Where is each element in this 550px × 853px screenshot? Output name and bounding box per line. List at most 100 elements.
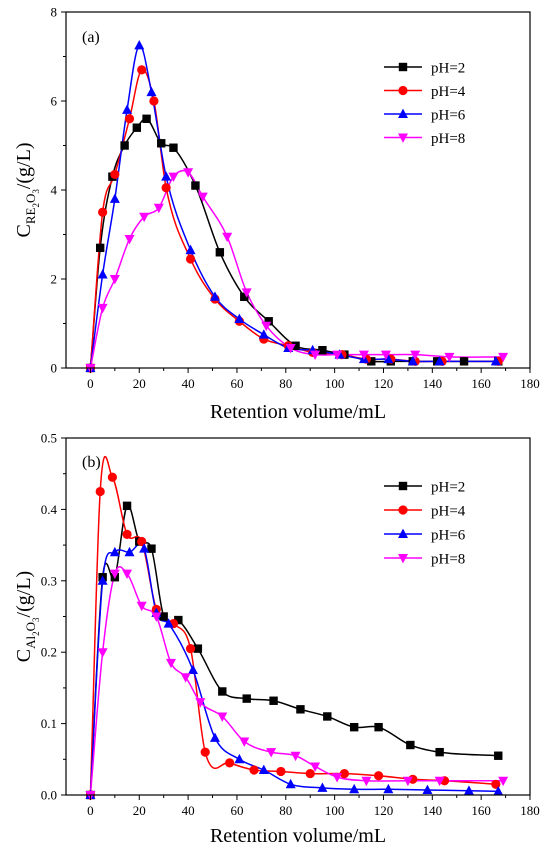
y-axis-label-part: 3 xyxy=(31,617,41,622)
data-point-pH6 xyxy=(234,753,245,764)
data-point-pH2 xyxy=(120,141,129,150)
x-tick-label: 40 xyxy=(182,376,195,391)
y-tick-label: 0.3 xyxy=(41,573,57,588)
legend-marker xyxy=(398,528,408,538)
data-point-pH8 xyxy=(239,737,250,747)
y-tick-label: 0.4 xyxy=(41,502,58,517)
data-point-pH4 xyxy=(122,529,132,539)
data-point-pH8 xyxy=(266,748,277,758)
data-point-pH2 xyxy=(435,747,444,757)
x-tick-label: 100 xyxy=(325,376,345,391)
data-point-pH2 xyxy=(132,123,142,132)
data-point-pH6 xyxy=(109,193,120,203)
legend-label: pH=4 xyxy=(431,504,466,520)
x-tick-label: 60 xyxy=(230,376,243,391)
legend-label: pH=8 xyxy=(431,552,465,568)
data-point-pH2 xyxy=(240,292,249,301)
data-point-pH4 xyxy=(225,758,235,768)
data-point-pH6 xyxy=(285,778,296,789)
data-point-pH6 xyxy=(109,546,120,557)
data-point-pH2 xyxy=(142,114,151,123)
data-point-pH6 xyxy=(185,244,196,255)
legend-marker xyxy=(398,85,408,96)
series-line-pH2 xyxy=(89,117,499,369)
data-point-pH8 xyxy=(151,612,162,622)
legend-label: pH=6 xyxy=(431,108,466,124)
data-point-pH6 xyxy=(209,291,220,301)
data-point-pH8 xyxy=(183,168,194,178)
y-axis-label-part: C xyxy=(13,224,35,237)
data-point-pH6 xyxy=(434,355,445,366)
data-point-pH4 xyxy=(98,207,108,217)
y-axis-label-part: O xyxy=(23,622,38,631)
data-point-pH2 xyxy=(242,694,251,703)
y-axis-label-part: O xyxy=(23,194,38,203)
legend-label: pH=4 xyxy=(431,84,466,100)
data-point-pH4 xyxy=(149,96,159,106)
x-tick-label: 140 xyxy=(423,803,443,818)
x-tick-label: 40 xyxy=(182,803,195,818)
y-axis-label-part: 2 xyxy=(31,203,41,208)
x-tick-label: 100 xyxy=(325,803,345,818)
x-tick-label: 120 xyxy=(374,803,394,818)
data-point-pH2 xyxy=(264,317,273,326)
data-point-pH4 xyxy=(107,472,117,482)
data-point-pH6 xyxy=(163,618,174,628)
series-line-pH8 xyxy=(89,565,504,796)
data-point-pH6 xyxy=(139,543,150,553)
data-point-pH4 xyxy=(339,768,349,779)
x-tick-label: 60 xyxy=(230,803,243,818)
x-tick-label: 180 xyxy=(520,376,540,391)
x-tick-label: 0 xyxy=(87,803,94,818)
x-tick-label: 160 xyxy=(471,376,491,391)
data-point-pH4 xyxy=(161,183,171,193)
data-point-pH2 xyxy=(349,722,359,732)
data-point-pH6 xyxy=(146,86,157,97)
chart-panel-a: 0 20 40 60 80 100 120 140 160 180 0 2 4 6 8 Retention v… xyxy=(13,5,540,424)
y-tick-label: 0 xyxy=(51,361,58,376)
data-point-pH8 xyxy=(434,776,445,787)
data-point-pH2 xyxy=(215,248,225,257)
panel-label: (a) xyxy=(82,29,100,46)
data-point-pH6 xyxy=(97,575,108,585)
x-tick-label: 20 xyxy=(133,376,146,391)
x-tick-label: 160 xyxy=(471,803,491,818)
data-point-pH8 xyxy=(361,776,372,787)
data-point-pH2 xyxy=(218,687,227,696)
series-line-pH8 xyxy=(89,169,504,369)
data-point-pH6 xyxy=(122,104,133,114)
data-point-pH6 xyxy=(209,732,220,742)
data-point-pH6 xyxy=(97,269,108,279)
data-point-pH8 xyxy=(124,234,135,245)
data-point-pH6 xyxy=(258,764,269,775)
data-point-pH8 xyxy=(285,343,296,354)
legend-label: pH=2 xyxy=(431,61,465,77)
x-tick-label: 180 xyxy=(520,803,540,818)
data-point-pH4 xyxy=(110,169,120,180)
data-point-pH2 xyxy=(296,705,305,714)
data-point-pH2 xyxy=(367,357,376,366)
data-point-pH2 xyxy=(169,143,178,152)
x-tick-label: 80 xyxy=(279,376,292,391)
legend-marker xyxy=(398,133,408,143)
data-point-pH8 xyxy=(136,601,147,612)
y-axis-label-part: 3 xyxy=(31,189,41,194)
data-point-pH6 xyxy=(422,784,433,795)
data-point-pH4 xyxy=(185,644,196,654)
data-point-pH2 xyxy=(147,544,156,553)
x-tick-label: 20 xyxy=(133,803,146,818)
data-point-pH8 xyxy=(310,350,321,361)
data-point-pH8 xyxy=(153,203,164,214)
data-point-pH8 xyxy=(139,212,150,223)
y-axis-label: CAl2O3/(g/L) xyxy=(13,571,41,662)
panel-label: (b) xyxy=(82,454,101,471)
data-point-pH2 xyxy=(159,612,168,621)
y-axis-label-part: 2 xyxy=(31,631,41,636)
data-point-pH8 xyxy=(444,352,455,363)
data-point-pH6 xyxy=(124,546,135,557)
data-point-pH8 xyxy=(109,275,120,285)
x-tick-label: 120 xyxy=(374,376,394,391)
data-point-pH2 xyxy=(459,357,469,366)
data-point-pH2 xyxy=(494,751,503,760)
data-point-pH6 xyxy=(258,329,269,339)
